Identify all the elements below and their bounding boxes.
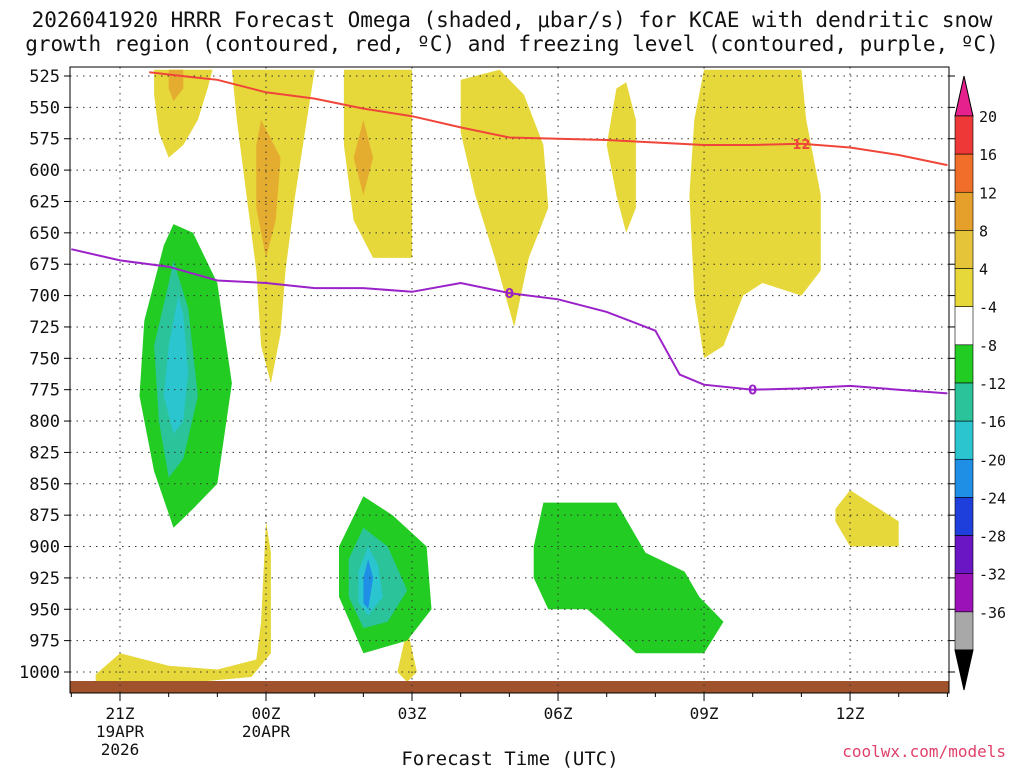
ytick-label-525: 525 [29, 67, 60, 87]
xtick-year-2026: 2026 [101, 740, 140, 759]
colorbar-bin-7 [954, 382, 974, 422]
colorbar-label--24: -24 [979, 489, 1006, 507]
colorbar-bin-13 [954, 611, 974, 651]
xtick-label-12Z: 12Z [836, 704, 865, 723]
xtick-label-03Z: 03Z [398, 704, 427, 723]
colorbar-arrow-top [954, 75, 974, 117]
colorbar-bin-4 [954, 268, 974, 308]
colorbar-bin-8 [954, 420, 974, 460]
ytick-label-675: 675 [29, 255, 60, 275]
colorbar-label-4: 4 [979, 261, 988, 279]
colorbar-label--4: -4 [979, 299, 997, 317]
colorbar-label--36: -36 [979, 604, 1006, 622]
colorbar-label-16: 16 [979, 146, 997, 164]
ytick-label-950: 950 [29, 600, 60, 620]
colorbar-bin-3 [954, 230, 974, 269]
colorbar-bin-10 [954, 497, 974, 536]
colorbar-bin-0 [954, 115, 974, 155]
ytick-label-800: 800 [29, 412, 60, 432]
colorbar-label--28: -28 [979, 528, 1006, 546]
ytick-label-900: 900 [29, 538, 60, 558]
omega-region-pos-10 [95, 521, 271, 685]
colorbar-label--12: -12 [979, 375, 1006, 393]
ytick-label-850: 850 [29, 475, 60, 495]
title-line-1: 2026041920 HRRR Forecast Omega (shaded, … [31, 8, 993, 32]
omega-region-pos-3 [256, 119, 281, 258]
ytick-label-600: 600 [29, 161, 60, 181]
xtick-date-19APR: 19APR [96, 722, 145, 741]
ytick-label-1000: 1000 [19, 663, 60, 683]
colorbar-bin-12 [954, 573, 974, 613]
omega-region-pos-8 [689, 69, 821, 359]
xtick-label-21Z: 21Z [106, 704, 135, 723]
colorbar-bin-1 [954, 153, 974, 193]
title-line-2: growth region (contoured, red, ºC) and f… [25, 32, 999, 56]
ytick-label-925: 925 [29, 569, 60, 589]
colorbar-label--20: -20 [979, 451, 1006, 469]
freezing-level-contour-label: 0 [505, 287, 514, 302]
colorbar-arrow-bottom [954, 649, 974, 691]
colorbar-bin-6 [954, 344, 974, 384]
omega-region-pos-6 [460, 69, 549, 327]
omega-region-pos-5 [353, 119, 374, 196]
dgz-contour-12-label: 12 [792, 138, 810, 153]
omega-region-pos-0 [154, 69, 213, 158]
ytick-label-725: 725 [29, 318, 60, 338]
omega-region-pos-7 [606, 82, 636, 233]
xtick-label-00Z: 00Z [252, 704, 281, 723]
xtick-date-20APR: 20APR [242, 722, 291, 741]
site-credit[interactable]: coolwx.com/models [842, 742, 1006, 761]
colorbar-label-20: 20 [979, 108, 997, 126]
ytick-label-550: 550 [29, 98, 60, 118]
ytick-label-825: 825 [29, 443, 60, 463]
ytick-label-575: 575 [29, 130, 60, 150]
colorbar-label--8: -8 [979, 337, 997, 355]
colorbar-bin-11 [954, 535, 974, 575]
omega-region-neg-14 [163, 295, 189, 434]
chart-title: 2026041920 HRRR Forecast Omega (shaded, … [0, 8, 1024, 56]
omega-region-neg-18 [363, 559, 374, 610]
colorbar-label-8: 8 [979, 222, 988, 240]
ytick-label-750: 750 [29, 349, 60, 369]
freezing-level-contour [71, 248, 948, 395]
omega-region-pos-1 [168, 69, 184, 102]
ytick-label-775: 775 [29, 381, 60, 401]
xtick-label-06Z: 06Z [544, 704, 573, 723]
ytick-label-625: 625 [29, 192, 60, 212]
omega-region-neg-19 [533, 502, 724, 654]
omega-region-pos-4 [343, 69, 412, 258]
colorbar-label--32: -32 [979, 566, 1006, 584]
colorbar-label--16: -16 [979, 413, 1006, 431]
xtick-label-09Z: 09Z [690, 704, 719, 723]
ground-surface [70, 681, 949, 693]
omega-region-pos-11 [397, 628, 417, 682]
ytick-label-875: 875 [29, 506, 60, 526]
colorbar-bin-5 [954, 306, 974, 346]
ytick-label-700: 700 [29, 287, 60, 307]
freezing-level-contour-label-2: 0 [748, 384, 757, 399]
colorbar-bin-2 [954, 191, 974, 231]
x-axis-label: Forecast Time (UTC) [401, 748, 618, 768]
colorbar-bin-9 [954, 458, 974, 498]
dgz-contour-12 [149, 71, 948, 167]
ytick-label-975: 975 [29, 632, 60, 652]
ytick-label-650: 650 [29, 224, 60, 244]
omega-region-pos-9 [835, 490, 899, 547]
colorbar-label-12: 12 [979, 184, 997, 202]
